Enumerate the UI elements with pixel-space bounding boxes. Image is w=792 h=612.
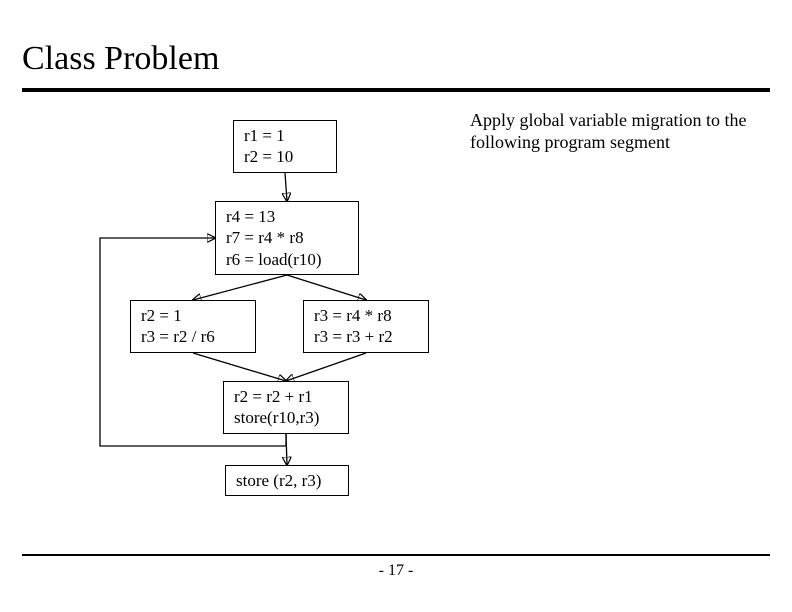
flow-node-n4: r3 = r4 * r8 r3 = r3 + r2 <box>303 300 429 353</box>
page-number: - 17 - <box>0 562 792 580</box>
flow-node-n6: store (r2, r3) <box>225 465 349 496</box>
flow-node-n5: r2 = r2 + r1 store(r10,r3) <box>223 381 349 434</box>
flow-node-n3: r2 = 1 r3 = r2 / r6 <box>130 300 256 353</box>
slide-root: Class Problem Apply global variable migr… <box>0 0 792 612</box>
flow-node-n1: r1 = 1 r2 = 10 <box>233 120 337 173</box>
prompt-text: Apply global variable migration to the f… <box>470 110 760 153</box>
footer-rule <box>22 554 770 556</box>
page-title: Class Problem <box>22 40 219 78</box>
title-rule <box>22 88 770 92</box>
flow-node-n2: r4 = 13 r7 = r4 * r8 r6 = load(r10) <box>215 201 359 275</box>
flow-diagram: r1 = 1 r2 = 10 r4 = 13 r7 = r4 * r8 r6 = … <box>75 100 475 550</box>
